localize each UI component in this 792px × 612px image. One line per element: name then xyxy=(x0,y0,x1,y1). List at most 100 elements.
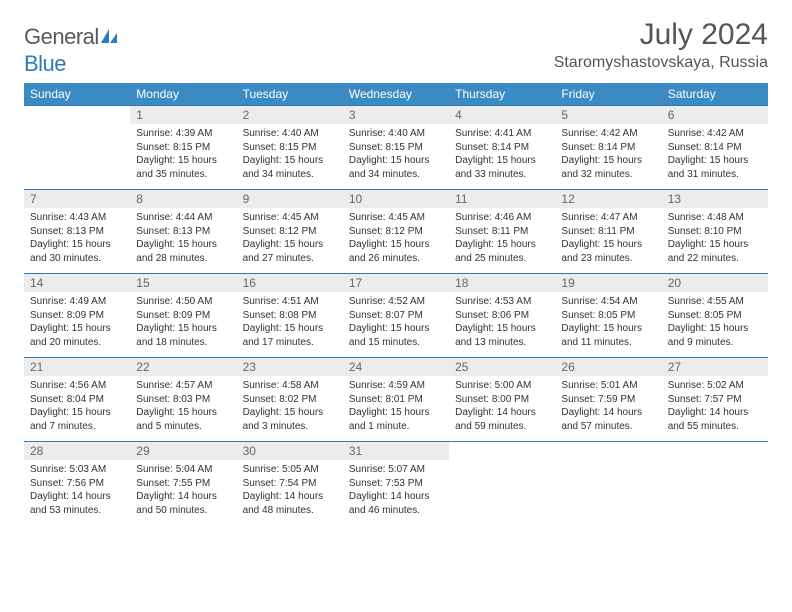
detail-line: Daylight: 15 hours xyxy=(455,322,549,336)
day-number-cell xyxy=(449,442,555,461)
detail-line: Daylight: 14 hours xyxy=(455,406,549,420)
day-number-cell: 22 xyxy=(130,358,236,377)
day-number-row: 21222324252627 xyxy=(24,358,768,377)
day-number-row: 78910111213 xyxy=(24,190,768,209)
detail-line: Sunrise: 4:56 AM xyxy=(30,379,124,393)
detail-line: Daylight: 14 hours xyxy=(136,490,230,504)
detail-line: Sunset: 8:13 PM xyxy=(136,225,230,239)
detail-line: and 1 minute. xyxy=(349,420,443,434)
detail-line: Daylight: 15 hours xyxy=(668,322,762,336)
day-detail-cell xyxy=(555,460,661,525)
calendar-body: 123456Sunrise: 4:39 AMSunset: 8:15 PMDay… xyxy=(24,106,768,526)
title-block: July 2024 Staromyshastovskaya, Russia xyxy=(554,18,768,72)
detail-line: Sunrise: 4:51 AM xyxy=(243,295,337,309)
day-detail-cell xyxy=(24,124,130,190)
detail-line: Sunset: 8:10 PM xyxy=(668,225,762,239)
detail-line: Sunrise: 5:02 AM xyxy=(668,379,762,393)
detail-line: Sunrise: 4:49 AM xyxy=(30,295,124,309)
detail-line: Daylight: 14 hours xyxy=(30,490,124,504)
detail-line: and 34 minutes. xyxy=(243,168,337,182)
day-detail-cell: Sunrise: 4:45 AMSunset: 8:12 PMDaylight:… xyxy=(237,208,343,274)
detail-line: Sunrise: 4:45 AM xyxy=(243,211,337,225)
detail-line: Sunset: 8:03 PM xyxy=(136,393,230,407)
detail-line: Sunset: 8:04 PM xyxy=(30,393,124,407)
day-detail-cell: Sunrise: 5:03 AMSunset: 7:56 PMDaylight:… xyxy=(24,460,130,525)
detail-line: Sunset: 7:56 PM xyxy=(30,477,124,491)
detail-line: and 30 minutes. xyxy=(30,252,124,266)
detail-line: Sunset: 8:02 PM xyxy=(243,393,337,407)
day-number-cell: 29 xyxy=(130,442,236,461)
day-detail-cell: Sunrise: 4:55 AMSunset: 8:05 PMDaylight:… xyxy=(662,292,768,358)
detail-line: Sunset: 8:06 PM xyxy=(455,309,549,323)
detail-line: Daylight: 15 hours xyxy=(349,322,443,336)
day-detail-cell: Sunrise: 4:40 AMSunset: 8:15 PMDaylight:… xyxy=(237,124,343,190)
brand-name: General Blue xyxy=(24,24,119,77)
detail-line: and 48 minutes. xyxy=(243,504,337,518)
detail-line: Sunset: 7:57 PM xyxy=(668,393,762,407)
detail-line: Sunrise: 4:46 AM xyxy=(455,211,549,225)
day-number-cell: 26 xyxy=(555,358,661,377)
day-detail-cell: Sunrise: 5:07 AMSunset: 7:53 PMDaylight:… xyxy=(343,460,449,525)
day-number-cell: 7 xyxy=(24,190,130,209)
detail-line: Daylight: 15 hours xyxy=(349,406,443,420)
day-detail-cell: Sunrise: 4:42 AMSunset: 8:14 PMDaylight:… xyxy=(555,124,661,190)
detail-line: Daylight: 15 hours xyxy=(243,238,337,252)
detail-line: Sunrise: 5:05 AM xyxy=(243,463,337,477)
detail-line: and 7 minutes. xyxy=(30,420,124,434)
weekday-header: Tuesday xyxy=(237,83,343,106)
detail-line: Sunrise: 5:07 AM xyxy=(349,463,443,477)
day-detail-row: Sunrise: 5:03 AMSunset: 7:56 PMDaylight:… xyxy=(24,460,768,525)
detail-line: and 32 minutes. xyxy=(561,168,655,182)
day-detail-cell: Sunrise: 4:52 AMSunset: 8:07 PMDaylight:… xyxy=(343,292,449,358)
weekday-header: Monday xyxy=(130,83,236,106)
detail-line: Sunset: 8:12 PM xyxy=(243,225,337,239)
day-number-cell: 14 xyxy=(24,274,130,293)
detail-line: and 17 minutes. xyxy=(243,336,337,350)
weekday-header: Saturday xyxy=(662,83,768,106)
detail-line: Daylight: 15 hours xyxy=(561,322,655,336)
detail-line: Sunset: 7:53 PM xyxy=(349,477,443,491)
detail-line: Daylight: 15 hours xyxy=(30,406,124,420)
day-number-cell: 13 xyxy=(662,190,768,209)
location: Staromyshastovskaya, Russia xyxy=(554,54,768,72)
day-detail-cell xyxy=(662,460,768,525)
detail-line: Sunset: 8:00 PM xyxy=(455,393,549,407)
detail-line: Sunset: 8:05 PM xyxy=(561,309,655,323)
detail-line: Daylight: 15 hours xyxy=(136,238,230,252)
weekday-header: Sunday xyxy=(24,83,130,106)
day-number-cell: 23 xyxy=(237,358,343,377)
detail-line: Daylight: 15 hours xyxy=(243,154,337,168)
detail-line: Sunset: 8:09 PM xyxy=(136,309,230,323)
detail-line: Daylight: 15 hours xyxy=(561,154,655,168)
detail-line: Sunrise: 4:57 AM xyxy=(136,379,230,393)
day-number-cell: 15 xyxy=(130,274,236,293)
day-number-cell: 3 xyxy=(343,106,449,125)
day-number-cell: 6 xyxy=(662,106,768,125)
day-number-cell: 25 xyxy=(449,358,555,377)
detail-line: and 9 minutes. xyxy=(668,336,762,350)
detail-line: Sunset: 8:14 PM xyxy=(455,141,549,155)
detail-line: Sunset: 8:11 PM xyxy=(455,225,549,239)
day-number-cell: 27 xyxy=(662,358,768,377)
detail-line: Daylight: 15 hours xyxy=(349,238,443,252)
day-detail-cell: Sunrise: 4:45 AMSunset: 8:12 PMDaylight:… xyxy=(343,208,449,274)
detail-line: Sunrise: 5:04 AM xyxy=(136,463,230,477)
detail-line: Sunset: 8:15 PM xyxy=(349,141,443,155)
detail-line: and 28 minutes. xyxy=(136,252,230,266)
day-number-cell: 21 xyxy=(24,358,130,377)
detail-line: Daylight: 15 hours xyxy=(455,238,549,252)
day-number-cell xyxy=(555,442,661,461)
day-number-cell: 5 xyxy=(555,106,661,125)
detail-line: Sunrise: 5:03 AM xyxy=(30,463,124,477)
day-detail-cell: Sunrise: 4:50 AMSunset: 8:09 PMDaylight:… xyxy=(130,292,236,358)
detail-line: Sunset: 8:08 PM xyxy=(243,309,337,323)
brand-name-b: Blue xyxy=(24,51,66,76)
detail-line: and 3 minutes. xyxy=(243,420,337,434)
detail-line: Sunrise: 4:42 AM xyxy=(561,127,655,141)
day-detail-cell: Sunrise: 4:44 AMSunset: 8:13 PMDaylight:… xyxy=(130,208,236,274)
detail-line: and 18 minutes. xyxy=(136,336,230,350)
detail-line: Sunrise: 4:58 AM xyxy=(243,379,337,393)
detail-line: Sunrise: 4:55 AM xyxy=(668,295,762,309)
detail-line: and 27 minutes. xyxy=(243,252,337,266)
day-number-cell xyxy=(24,106,130,125)
